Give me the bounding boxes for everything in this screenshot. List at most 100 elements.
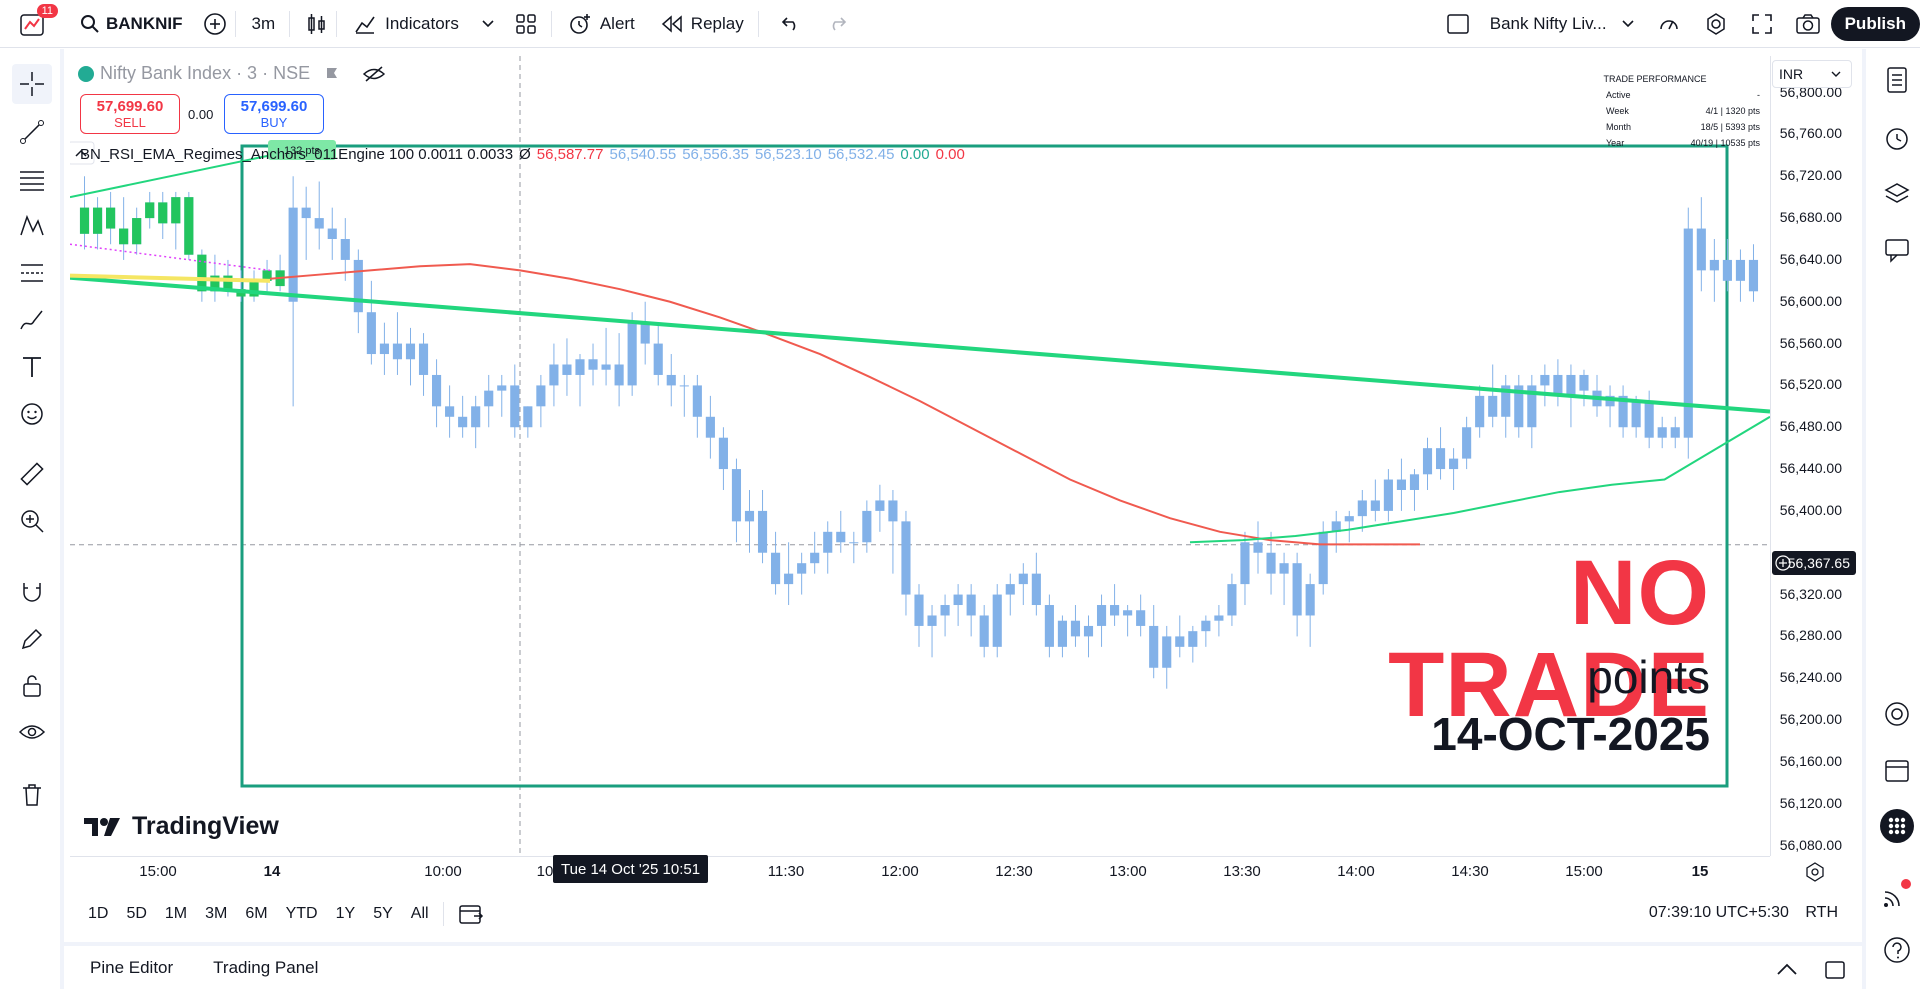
candle-body xyxy=(1331,521,1341,532)
tradingview-logo-icon xyxy=(84,817,120,836)
indicators-button[interactable]: Indicators xyxy=(353,0,495,48)
snapshot-button[interactable] xyxy=(1795,0,1821,48)
range-1m[interactable]: 1M xyxy=(164,905,188,922)
candle-body xyxy=(849,542,859,544)
magnet-icon xyxy=(23,583,41,602)
undo-button[interactable] xyxy=(781,0,801,48)
time-axis[interactable]: 15:00 14 10:00 10 11:30 12:00 12:30 13:00 13:30 1… xyxy=(70,856,1770,886)
pattern-tool[interactable] xyxy=(12,206,52,246)
time-tick-label: 12:00 xyxy=(881,863,919,880)
crosshair-tool[interactable] xyxy=(12,64,52,104)
candle-body xyxy=(1657,427,1667,438)
remove-drawings-tool[interactable] xyxy=(12,775,52,815)
indicator-value-2: 56,540.55 xyxy=(609,146,677,163)
brush-tool[interactable] xyxy=(12,300,52,340)
indicator-legend[interactable]: BN_RSI_EMA_Regimes_Anchors_011Engine 100… xyxy=(80,146,965,163)
candle-body xyxy=(1110,605,1120,616)
hide-drawings-tool[interactable] xyxy=(12,713,52,753)
candle-body xyxy=(901,521,911,595)
performance-value: 4/1 | 1320 pts xyxy=(1705,106,1760,116)
symbol-search[interactable]: BANKNIF xyxy=(80,0,183,48)
magnet-tool[interactable] xyxy=(12,572,52,612)
compare-button[interactable] xyxy=(203,0,227,48)
chart-pane[interactable]: 132 pts xyxy=(70,56,1770,856)
keep-drawing-tool[interactable] xyxy=(12,619,52,659)
redo-button[interactable] xyxy=(827,0,847,48)
text-icon xyxy=(23,357,41,377)
range-6m[interactable]: 6M xyxy=(245,905,268,922)
projection-tool[interactable] xyxy=(12,253,52,293)
lock-drawings-tool[interactable] xyxy=(12,666,52,706)
series-legend: Nifty Bank Index · 3 · NSE xyxy=(78,63,386,84)
goto-date-icon[interactable] xyxy=(458,902,484,926)
signal-button[interactable] xyxy=(1878,875,1916,913)
candle-body xyxy=(458,416,468,428)
range-1d[interactable]: 1D xyxy=(88,905,109,922)
range-5d[interactable]: 5D xyxy=(126,905,147,922)
broadcast-icon xyxy=(1884,879,1911,907)
interval-button[interactable]: 3m xyxy=(252,0,276,48)
target-icon xyxy=(1885,702,1909,726)
trendline-tool[interactable] xyxy=(12,112,52,152)
clock-time: 07:39:10 UTC+5:30 xyxy=(1648,904,1789,921)
chevron-up-icon[interactable] xyxy=(1776,962,1798,976)
calendar-button[interactable] xyxy=(1878,751,1916,789)
candle-body xyxy=(288,207,298,302)
quick-search-button[interactable] xyxy=(1657,0,1681,48)
range-1y[interactable]: 1Y xyxy=(335,905,356,922)
candle-body xyxy=(627,322,637,386)
range-ytd[interactable]: YTD xyxy=(285,905,318,922)
zoom-tool[interactable] xyxy=(12,501,52,541)
watchlist-button[interactable] xyxy=(1878,61,1916,99)
maximize-panel-icon[interactable] xyxy=(1824,960,1846,980)
dom-button[interactable] xyxy=(1878,695,1916,733)
current-price-value: 56,367.65 xyxy=(1787,555,1850,571)
object-tree-button[interactable] xyxy=(1878,175,1916,213)
range-all[interactable]: All xyxy=(410,905,429,922)
performance-value: 40/19 | 10535 pts xyxy=(1690,138,1760,148)
tab-pine-editor[interactable]: Pine Editor xyxy=(90,957,174,977)
help-button[interactable] xyxy=(1878,931,1916,969)
axis-settings-icon[interactable] xyxy=(1804,861,1826,883)
chats-button[interactable] xyxy=(1878,231,1916,269)
time-tick-label: 13:00 xyxy=(1109,863,1147,880)
templates-button[interactable] xyxy=(515,0,537,48)
fullscreen-button[interactable] xyxy=(1751,0,1773,48)
candle-body xyxy=(1748,259,1759,292)
range-3m[interactable]: 3M xyxy=(205,905,228,922)
alarm-plus-icon xyxy=(570,13,590,34)
measure-tool[interactable] xyxy=(12,454,52,494)
layout-selector[interactable]: Bank Nifty Liv... xyxy=(1446,0,1635,48)
candle-body xyxy=(1370,500,1380,511)
range-5y[interactable]: 5Y xyxy=(373,905,393,922)
price-tick-label: 56,640.00 xyxy=(1779,250,1842,267)
session-clock[interactable]: 07:39:10 UTC+5:30 RTH xyxy=(1649,904,1838,922)
apps-button[interactable] xyxy=(1878,807,1916,845)
buy-label: BUY xyxy=(260,115,288,130)
emoji-tool[interactable] xyxy=(12,394,52,434)
anchor-yellow-line xyxy=(70,273,271,283)
chart-type-button[interactable] xyxy=(306,0,328,48)
user-avatar[interactable]: 11 xyxy=(14,3,58,42)
eye-off-icon[interactable] xyxy=(362,65,386,83)
fullscreen-icon xyxy=(1751,13,1772,34)
horizontal-lines-tool[interactable] xyxy=(12,159,52,199)
currency-selector[interactable]: INR xyxy=(1772,60,1852,88)
flag-icon[interactable] xyxy=(324,66,340,82)
tradingview-logo[interactable]: TradingView xyxy=(84,812,279,841)
add-price-icon[interactable] xyxy=(1774,554,1792,572)
buy-button[interactable]: 57,699.60 BUY xyxy=(224,94,324,134)
sell-button[interactable]: 57,699.60 SELL xyxy=(80,94,180,134)
ema-line xyxy=(269,263,1420,546)
replay-button[interactable]: Replay xyxy=(661,0,744,48)
publish-button[interactable]: Publish xyxy=(1830,6,1920,41)
candle-body xyxy=(679,385,689,387)
right-sidebar xyxy=(1862,49,1920,989)
alerts-panel-button[interactable] xyxy=(1878,119,1916,157)
calendar-icon xyxy=(1885,760,1909,782)
price-scale[interactable]: 56,800.00 56,760.00 56,720.00 56,680.00 56,6… xyxy=(1770,56,1862,856)
alert-button[interactable]: Alert xyxy=(568,0,635,48)
text-tool[interactable] xyxy=(12,347,52,387)
tab-trading-panel[interactable]: Trading Panel xyxy=(213,957,319,977)
settings-button[interactable] xyxy=(1703,0,1729,48)
